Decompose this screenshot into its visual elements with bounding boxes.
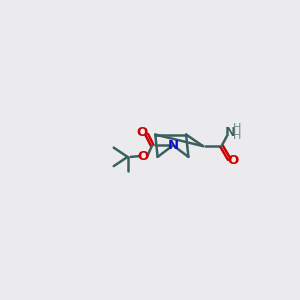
Text: N: N xyxy=(225,126,236,139)
Text: O: O xyxy=(136,126,148,139)
Text: O: O xyxy=(227,154,239,167)
Text: H: H xyxy=(233,131,241,141)
Text: N: N xyxy=(167,139,178,152)
Text: H: H xyxy=(233,123,241,134)
Text: O: O xyxy=(137,150,148,164)
